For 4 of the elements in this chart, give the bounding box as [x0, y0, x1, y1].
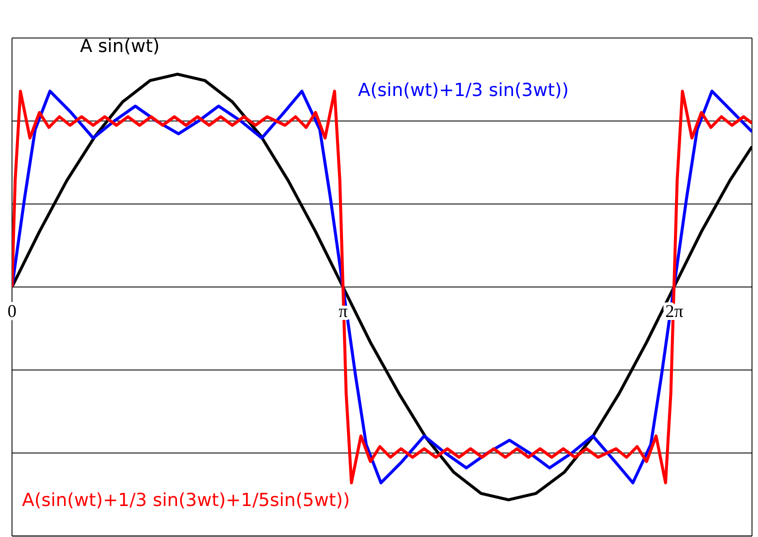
- series-label: A(sin(wt)+1/3 sin(3wt)+1/5sin(5wt)): [22, 490, 350, 511]
- text: A(sin(wt)+1/3 sin(3wt)): [358, 80, 569, 101]
- series-label: A sin(wt): [80, 36, 160, 57]
- x-tick-label: π: [338, 301, 348, 321]
